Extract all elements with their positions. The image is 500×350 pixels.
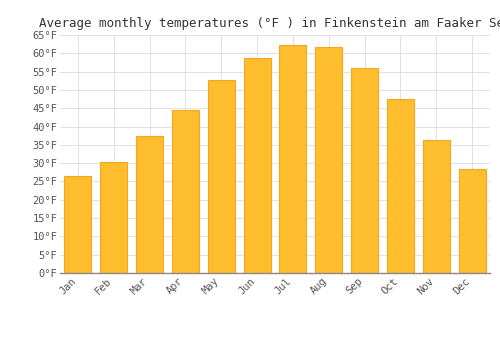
Bar: [316, 47, 342, 273]
Bar: [387, 99, 414, 273]
Bar: [208, 80, 234, 273]
Bar: [100, 162, 127, 273]
Bar: [351, 68, 378, 273]
Bar: [64, 176, 92, 273]
Bar: [280, 45, 306, 273]
Bar: [136, 136, 163, 273]
Bar: [458, 169, 485, 273]
Bar: [423, 140, 450, 273]
Bar: [244, 58, 270, 273]
Bar: [172, 110, 199, 273]
Title: Average monthly temperatures (°F ) in Finkenstein am Faaker See: Average monthly temperatures (°F ) in Fi…: [39, 17, 500, 30]
